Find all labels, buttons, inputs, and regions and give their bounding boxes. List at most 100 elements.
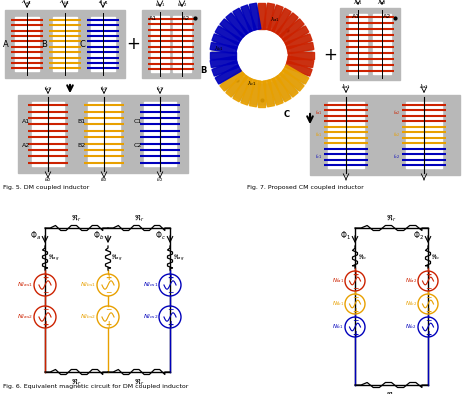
Text: A: A <box>3 39 9 48</box>
Polygon shape <box>220 19 244 41</box>
Text: B: B <box>201 65 207 74</box>
Text: $\Phi_b$: $\Phi_b$ <box>93 230 104 242</box>
Polygon shape <box>285 34 312 49</box>
Text: −: − <box>425 316 431 325</box>
Text: C1: C1 <box>134 119 142 123</box>
Text: $\hat{\lambda}_{a1}$: $\hat{\lambda}_{a1}$ <box>21 0 33 7</box>
Text: +: + <box>42 273 48 282</box>
Polygon shape <box>233 76 252 102</box>
Text: $\lambda_{b1}$: $\lambda_{b1}$ <box>214 44 224 53</box>
Text: $Ni_{cs1}$: $Ni_{cs1}$ <box>143 281 158 290</box>
Polygon shape <box>215 65 241 84</box>
Text: +: + <box>425 307 431 316</box>
Bar <box>88 102 120 166</box>
Text: B1: B1 <box>78 119 86 123</box>
Text: $\mathfrak{R}_{ag}$: $\mathfrak{R}_{ag}$ <box>48 253 60 264</box>
Bar <box>18 95 188 173</box>
Polygon shape <box>280 19 304 41</box>
Text: $i_{c2}$: $i_{c2}$ <box>156 175 164 184</box>
Text: B: B <box>41 39 47 48</box>
Text: +: + <box>126 35 140 53</box>
Text: +: + <box>167 273 173 282</box>
Bar <box>144 102 176 166</box>
Text: +: + <box>425 270 431 279</box>
Polygon shape <box>258 3 265 29</box>
Polygon shape <box>288 52 314 58</box>
Bar <box>53 17 77 71</box>
Text: −: − <box>352 284 358 293</box>
Text: $\lambda_{c1}$: $\lambda_{c1}$ <box>247 79 257 88</box>
Polygon shape <box>280 69 304 91</box>
Text: A1: A1 <box>149 16 157 21</box>
Text: $Ni_{as1}$: $Ni_{as1}$ <box>17 281 33 290</box>
Text: C2: C2 <box>134 143 142 147</box>
Text: A2: A2 <box>383 14 391 19</box>
Polygon shape <box>234 27 290 83</box>
Text: $\mathfrak{R}_r$: $\mathfrak{R}_r$ <box>71 377 82 388</box>
Polygon shape <box>268 5 283 32</box>
Text: +: + <box>105 320 111 329</box>
Text: $\Phi_c$: $\Phi_c$ <box>155 230 166 242</box>
Text: $i_{c2}$: $i_{c2}$ <box>393 152 400 162</box>
Text: $\mathfrak{R}_{lc}$: $\mathfrak{R}_{lc}$ <box>358 252 368 262</box>
Text: A2: A2 <box>22 143 30 147</box>
Bar <box>151 16 169 72</box>
Polygon shape <box>249 80 261 107</box>
Text: $Ni_{bs1}$: $Ni_{bs1}$ <box>80 281 96 290</box>
Polygon shape <box>283 65 309 84</box>
Text: $Ni_{c2}$: $Ni_{c2}$ <box>405 323 417 331</box>
Text: $i_{c1}$: $i_{c1}$ <box>156 84 164 93</box>
Text: −: − <box>425 284 431 293</box>
Polygon shape <box>212 5 312 105</box>
Text: $i_{a1}$: $i_{a1}$ <box>44 84 52 93</box>
Text: −: − <box>167 288 173 297</box>
Polygon shape <box>226 72 248 97</box>
Bar <box>310 95 460 175</box>
Text: $\hat{\lambda}_{c1}$: $\hat{\lambda}_{c1}$ <box>98 0 109 7</box>
Bar <box>373 14 391 74</box>
Text: $i_{b1}$: $i_{b1}$ <box>315 130 322 139</box>
Polygon shape <box>268 78 283 105</box>
Text: $\lambda_{a1}$: $\lambda_{a1}$ <box>353 0 363 7</box>
Text: $\mathfrak{R}_{ag}$: $\mathfrak{R}_{ag}$ <box>173 253 184 264</box>
Bar <box>406 102 442 168</box>
Text: $\mathfrak{R}_{lc}$: $\mathfrak{R}_{lc}$ <box>431 252 441 262</box>
Text: $Ni_{a2}$: $Ni_{a2}$ <box>405 277 417 285</box>
Text: $Ni_{b2}$: $Ni_{b2}$ <box>405 299 417 309</box>
Polygon shape <box>276 72 298 97</box>
Text: $i_{an2}$: $i_{an2}$ <box>177 0 187 9</box>
Text: $\hat{\lambda}_{b1}$: $\hat{\lambda}_{b1}$ <box>59 0 71 7</box>
Text: $Ni_{b1}$: $Ni_{b1}$ <box>332 299 344 309</box>
Text: $i_{c1}$: $i_{c1}$ <box>315 152 322 162</box>
Polygon shape <box>263 3 274 30</box>
Text: −: − <box>105 288 111 297</box>
Text: $\mathfrak{R}_r$: $\mathfrak{R}_r$ <box>386 213 397 224</box>
Text: $\mathfrak{R}_r$: $\mathfrak{R}_r$ <box>71 213 82 224</box>
Bar <box>5 10 125 78</box>
Text: $Ni_{bs2}$: $Ni_{bs2}$ <box>80 312 96 322</box>
Text: $\mathfrak{R}_r$: $\mathfrak{R}_r$ <box>386 390 397 394</box>
Text: −: − <box>352 316 358 325</box>
Text: $\mathfrak{R}_r$: $\mathfrak{R}_r$ <box>134 377 144 388</box>
Text: +: + <box>105 273 111 282</box>
Text: −: − <box>42 288 48 297</box>
Text: $i_{b2}$: $i_{b2}$ <box>392 130 400 139</box>
Polygon shape <box>210 56 237 67</box>
Text: A1: A1 <box>352 14 360 19</box>
Text: $Ni_{a1}$: $Ni_{a1}$ <box>332 277 344 285</box>
Text: $Ni_{as2}$: $Ni_{as2}$ <box>17 312 33 322</box>
Text: Fig. 5. DM coupled inductor: Fig. 5. DM coupled inductor <box>3 185 89 190</box>
Text: Fig. 6. Equivalent magnetic circuit for DM coupled inductor: Fig. 6. Equivalent magnetic circuit for … <box>3 384 188 389</box>
Polygon shape <box>212 34 239 49</box>
Bar <box>173 16 191 72</box>
Text: −: − <box>42 305 48 314</box>
Text: +: + <box>352 307 358 316</box>
Polygon shape <box>210 52 236 58</box>
Polygon shape <box>210 43 237 54</box>
Text: $i_{a1}$: $i_{a1}$ <box>315 109 322 117</box>
Bar <box>32 102 64 166</box>
Bar <box>328 102 364 168</box>
Text: $i_{b2}$: $i_{b2}$ <box>100 175 108 184</box>
Polygon shape <box>220 69 244 91</box>
Polygon shape <box>276 13 298 37</box>
